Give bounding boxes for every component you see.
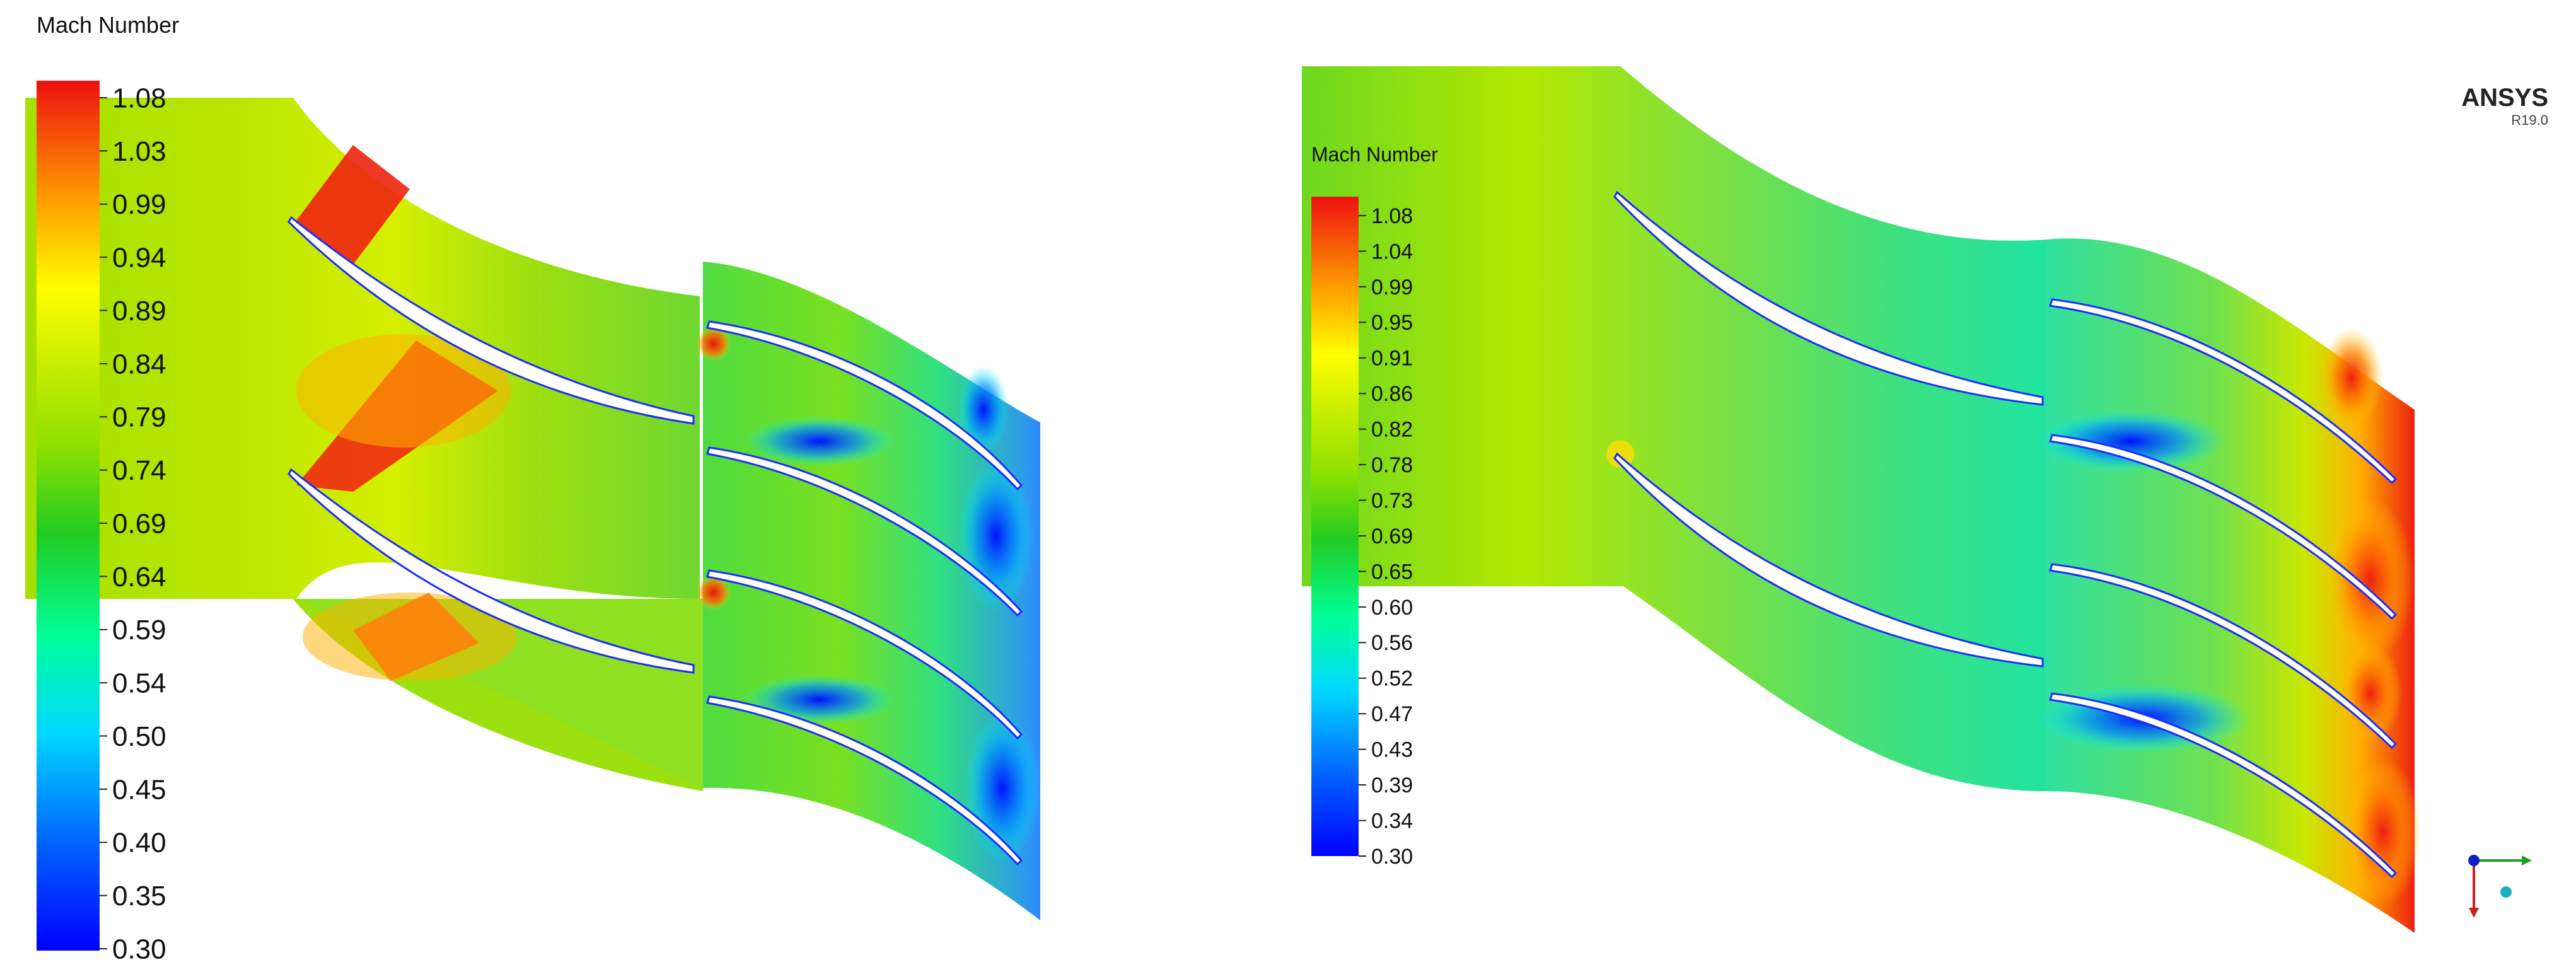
right-legend-tick-label: 0.60 <box>1371 596 1413 620</box>
left-rotor-blade-2 <box>706 446 1023 617</box>
right-rotor-blade-4 <box>2049 692 2398 879</box>
right-legend-tick-label: 0.39 <box>1371 773 1413 797</box>
left-legend-tick-label: 0.94 <box>112 243 166 274</box>
left-legend-tick-label: 0.69 <box>112 508 166 539</box>
left-legend-tick-label: 0.50 <box>112 721 166 752</box>
right-contour-panel: Mach Number 1.08 1.04 0.99 0.95 0.91 0.86 0.82… <box>1302 66 2548 934</box>
left-legend-tick-label: 0.64 <box>112 562 166 593</box>
left-legend-tick-label: 0.79 <box>112 402 166 433</box>
right-legend-ticks: 1.08 1.04 0.99 0.95 0.91 0.86 0.82 0.78 0.73 0.69… <box>1359 204 1413 869</box>
right-rotor-blade-1 <box>2049 298 2398 485</box>
right-legend-tick-label: 0.69 <box>1371 524 1413 548</box>
right-legend-tick-label: 0.86 <box>1371 382 1413 406</box>
left-legend-tick-label: 1.08 <box>112 83 166 113</box>
left-stator-blade-1 <box>287 216 695 425</box>
left-contour-panel: Mach Number 1.081.030.990.940 <box>25 12 1040 965</box>
left-legend-tick-label: 0.45 <box>112 774 166 805</box>
right-legend-tick-label: 0.34 <box>1371 809 1413 833</box>
right-legend-tick-label: 0.30 <box>1371 845 1413 869</box>
right-legend-tick-label: 0.65 <box>1371 560 1413 584</box>
left-legend-tick-label: 0.54 <box>112 668 166 699</box>
right-legend-tick-label: 0.43 <box>1371 738 1413 762</box>
left-legend-tick-label: 1.03 <box>112 136 166 167</box>
ansys-logo: ANSYS <box>2461 84 2548 112</box>
left-shock-upper <box>296 145 410 265</box>
left-legend-tick-label: 0.74 <box>112 455 166 486</box>
left-legend-tick-label: 0.59 <box>112 615 166 646</box>
right-rotor-blade-2 <box>2049 434 2398 620</box>
axis-triad-icon <box>2468 855 2532 918</box>
left-rotor-blade-3 <box>706 569 1023 740</box>
right-legend-tick-label: 1.04 <box>1371 240 1413 264</box>
ansys-version: R19.0 <box>2511 112 2548 128</box>
right-stator-blade-1 <box>1613 190 2044 406</box>
left-legend-tick-label: 0.84 <box>112 349 166 379</box>
right-legend-tick-label: 0.73 <box>1371 489 1413 513</box>
left-legend-ticks: 1.08 1.03 0.99 0.94 0.89 0.84 0.79 0.74 0.69 0.64… <box>100 83 166 965</box>
right-legend-title: Mach Number <box>1311 143 1438 166</box>
right-stator-blade-2 <box>1613 452 2044 668</box>
left-legend-tick-label: 0.30 <box>112 934 166 965</box>
left-rotor-blade-4 <box>706 695 1023 866</box>
right-legend-tick-label: 0.52 <box>1371 667 1413 691</box>
left-rotor-blade-1 <box>706 320 1023 491</box>
right-legend-tick-label: 0.56 <box>1371 631 1413 655</box>
right-legend-tick-label: 0.78 <box>1371 453 1413 477</box>
left-legend-title: Mach Number <box>37 12 179 38</box>
left-legend-tick-label: 0.35 <box>112 881 166 912</box>
left-legend-tick-label: 0.89 <box>112 296 166 327</box>
left-legend-tick-label: 0.40 <box>112 828 166 859</box>
left-legend-tick-label: 0.99 <box>112 189 166 220</box>
right-legend-colorbar <box>1311 197 1359 856</box>
right-stator-domain <box>1302 66 2046 791</box>
right-legend-tick-label: 0.47 <box>1371 702 1413 726</box>
right-legend-tick-label: 0.99 <box>1371 275 1413 299</box>
left-stator-blade-2 <box>287 468 695 674</box>
right-legend-tick-label: 1.08 <box>1371 204 1413 228</box>
right-rotor-blade-3 <box>2049 563 2398 750</box>
right-legend-tick-label: 0.82 <box>1371 418 1413 442</box>
left-legend-colorbar <box>37 81 100 951</box>
right-legend-tick-label: 0.95 <box>1371 311 1413 335</box>
right-legend-tick-label: 0.91 <box>1371 347 1413 371</box>
